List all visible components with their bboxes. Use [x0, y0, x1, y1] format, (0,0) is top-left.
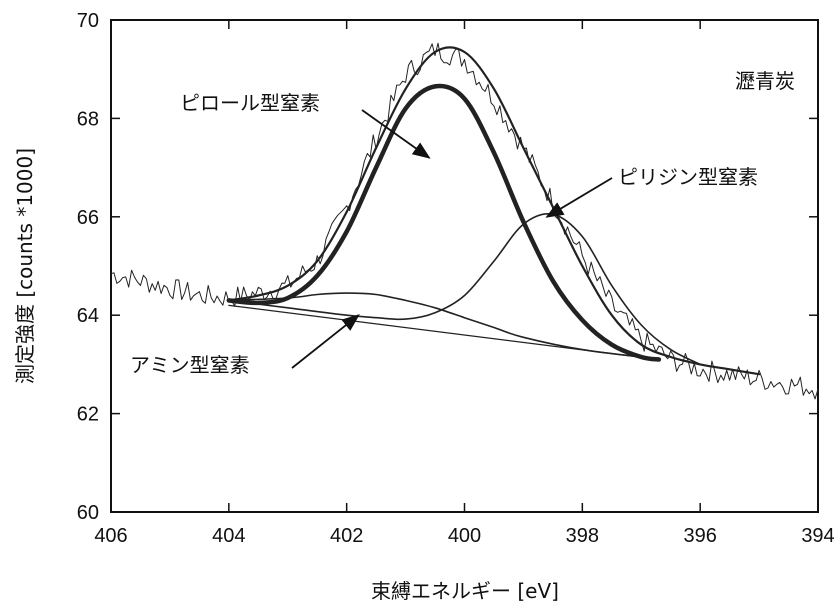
series-baseline	[228, 304, 660, 361]
y-tick-label: 60	[77, 502, 99, 524]
annotation-arrows	[291, 109, 613, 369]
annotation-arrow	[291, 314, 360, 369]
annotation-arrow	[545, 177, 613, 218]
x-tick-label: 404	[212, 525, 245, 547]
x-tick-label: 400	[448, 525, 481, 547]
y-axis-title: 測定強度 [counts *1000]	[13, 148, 37, 384]
x-tick-label: 398	[566, 525, 599, 547]
y-tick-label: 64	[77, 305, 99, 327]
y-tick-label: 70	[77, 10, 99, 32]
series-component-amine	[228, 292, 660, 360]
x-tick-label: 396	[683, 525, 716, 547]
annotation-arrow	[361, 109, 431, 159]
y-tick-label: 68	[77, 108, 99, 130]
label-amine: アミン型窒素	[130, 353, 250, 377]
x-tick-label: 406	[94, 525, 127, 547]
series-component-pyrrole	[226, 83, 662, 362]
label-pyridine: ピリジン型窒素	[618, 165, 758, 189]
series-fit-envelope	[227, 46, 761, 376]
x-axis-title: 束縛エネルギー [eV]	[371, 579, 559, 603]
axis-ticks: 406 404 402 400 398 396 394 60 62 64 66 68 70	[77, 10, 835, 547]
y-tick-label: 66	[77, 207, 99, 229]
x-tick-label: 402	[330, 525, 363, 547]
label-pyrrole: ピロール型窒素	[180, 91, 320, 115]
y-tick-label: 62	[77, 404, 99, 426]
x-tick-label: 394	[801, 525, 834, 547]
sample-label: 瀝青炭	[735, 69, 795, 93]
